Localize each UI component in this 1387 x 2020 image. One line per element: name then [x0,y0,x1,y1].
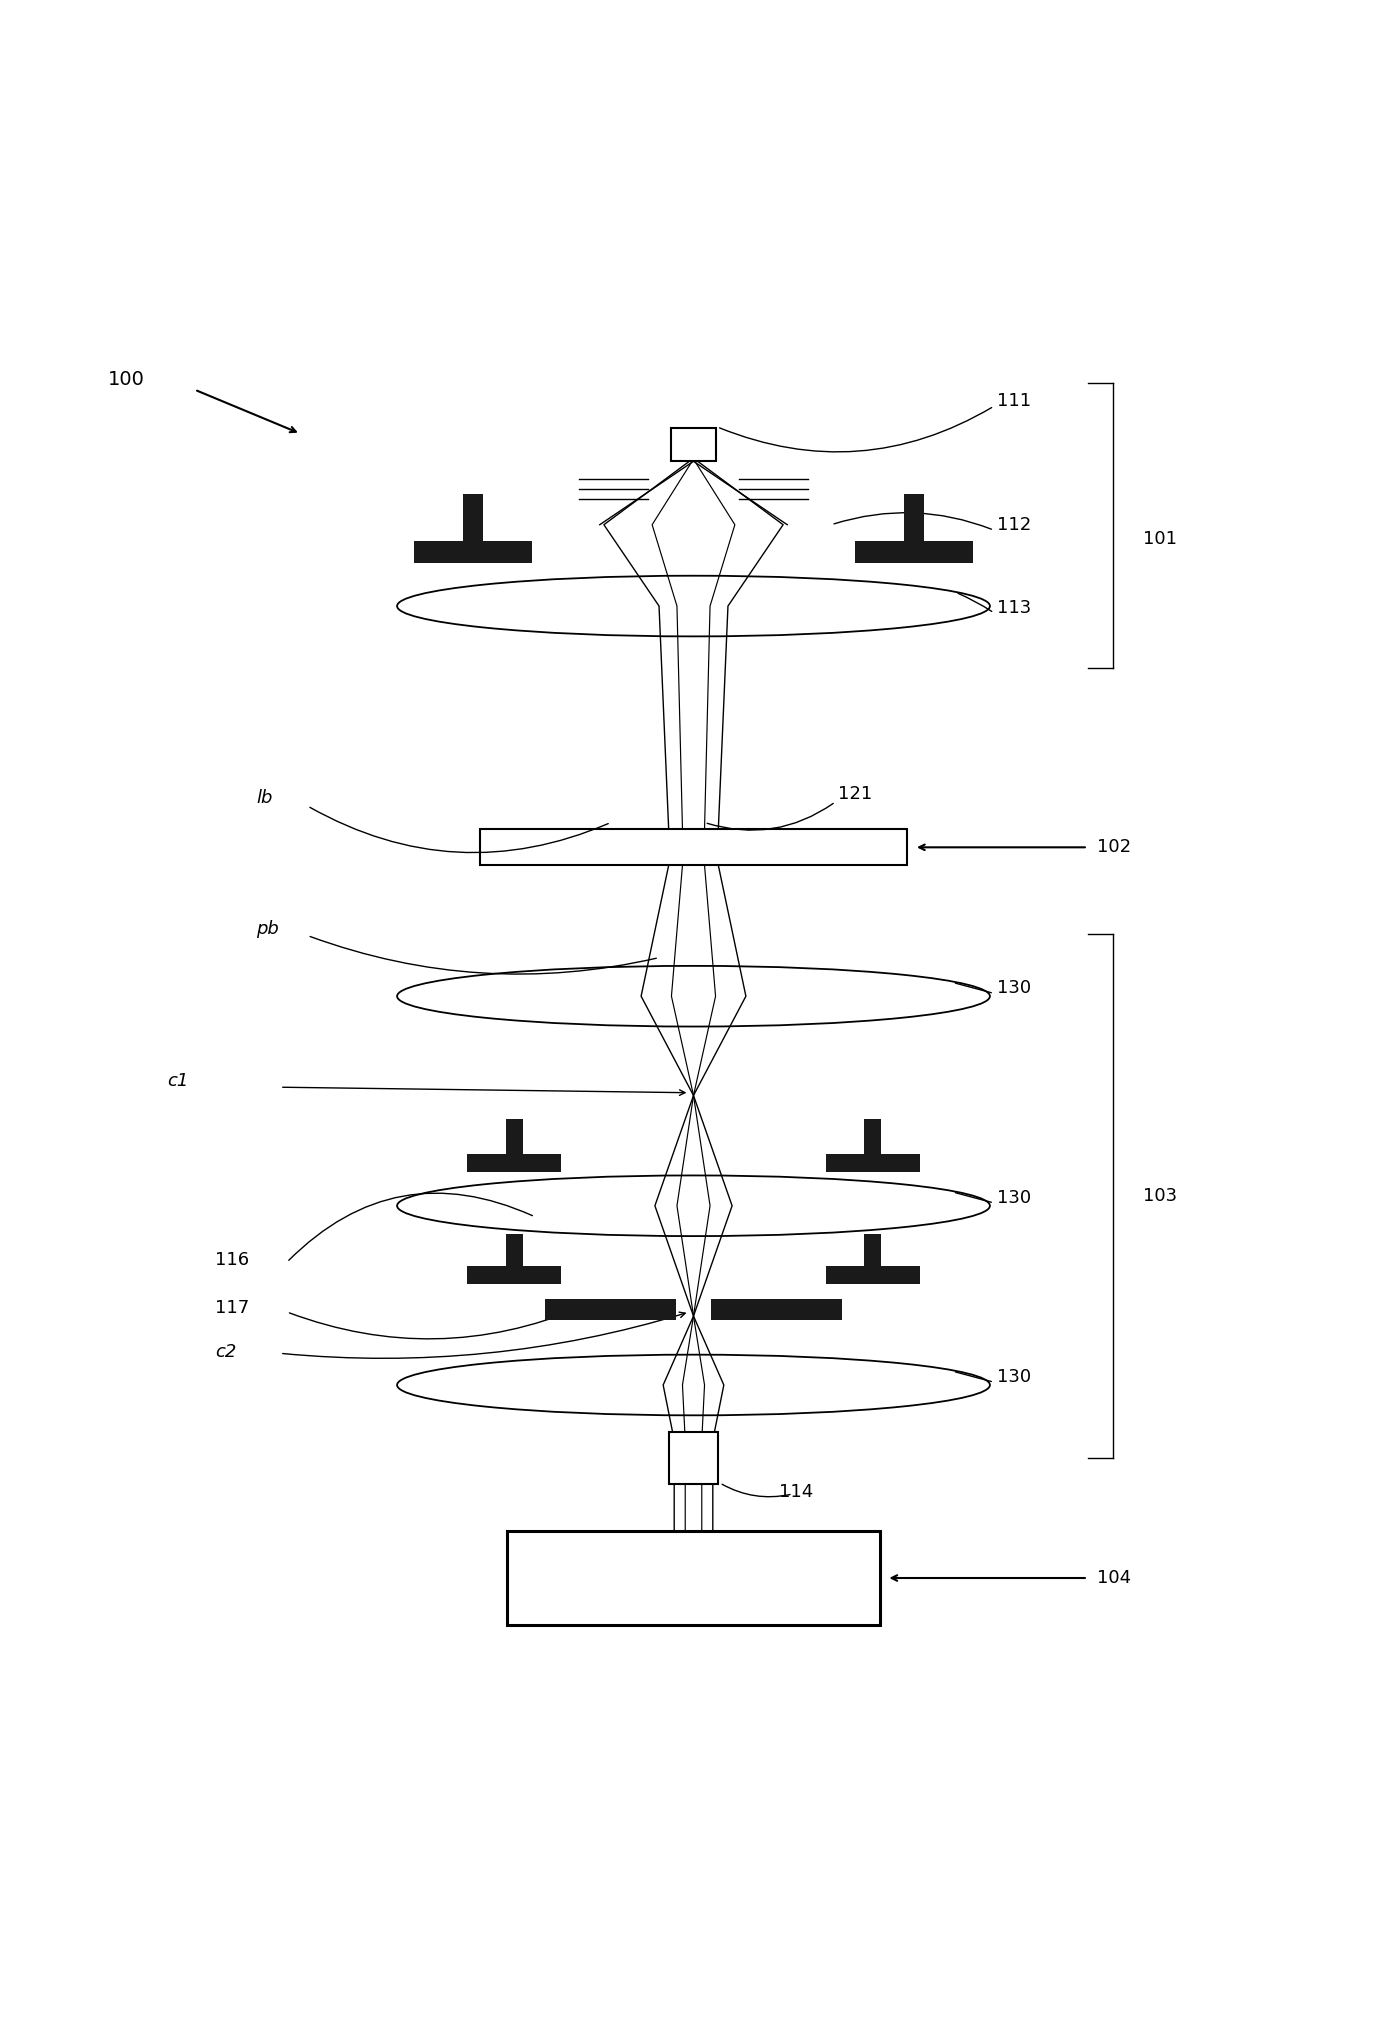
Bar [463,495,483,556]
Bar [508,1531,879,1624]
Bar [825,1153,920,1172]
Text: pb: pb [257,921,279,937]
Text: 112: 112 [997,517,1031,533]
Bar [415,541,531,564]
Text: 114: 114 [779,1483,813,1501]
Text: 111: 111 [997,392,1031,410]
Text: lb: lb [257,790,273,808]
Text: c2: c2 [215,1343,236,1361]
Text: 130: 130 [997,980,1031,998]
Bar [671,428,716,461]
Bar [904,495,924,556]
Bar [467,1153,562,1172]
Text: 100: 100 [108,370,144,390]
Bar [545,1299,675,1319]
Text: 104: 104 [1097,1570,1132,1588]
Bar [825,1267,920,1283]
Bar [506,1234,523,1279]
Text: 102: 102 [1097,838,1132,856]
Text: 116: 116 [215,1250,250,1269]
Bar [506,1119,523,1168]
Text: 130: 130 [997,1190,1031,1208]
Bar [864,1119,881,1168]
Bar [864,1234,881,1279]
Text: 117: 117 [215,1299,250,1317]
Text: 113: 113 [997,600,1031,616]
Text: c1: c1 [166,1073,189,1091]
Text: 121: 121 [838,786,872,804]
Text: 101: 101 [1143,529,1178,547]
Bar [712,1299,842,1319]
Bar [669,1432,718,1485]
Text: 103: 103 [1143,1188,1178,1206]
Bar [480,830,907,865]
Bar [856,541,972,564]
Text: 130: 130 [997,1368,1031,1386]
Bar [467,1267,562,1283]
